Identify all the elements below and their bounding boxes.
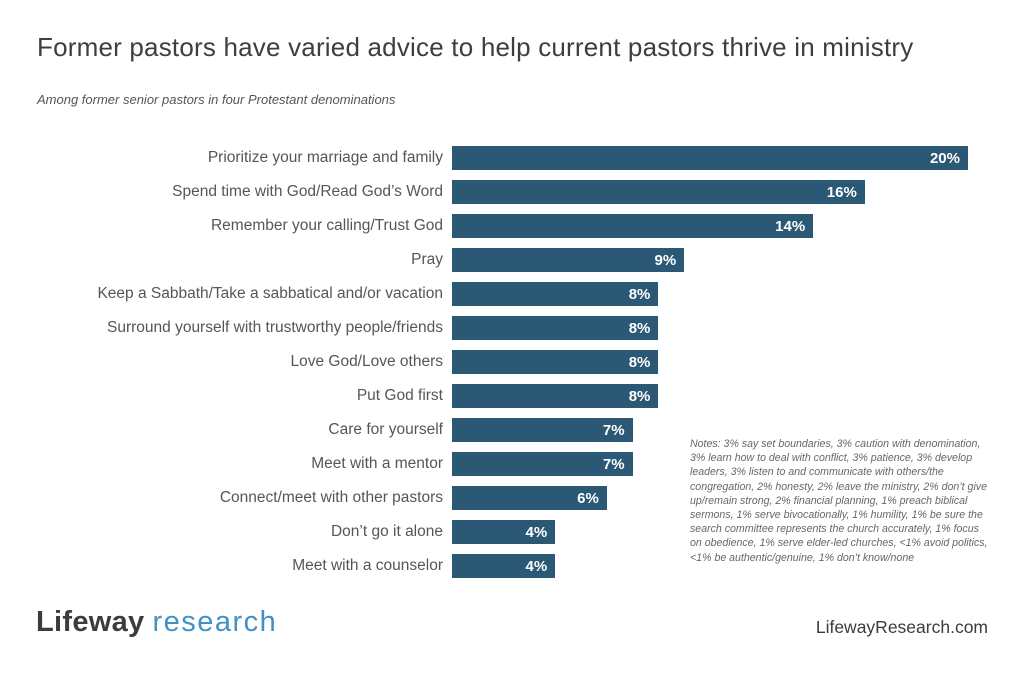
value-label: 6% [577,489,599,507]
value-label: 4% [525,557,548,575]
website-text: LifewayResearch.com [815,617,988,637]
bar: 4% [452,520,556,544]
value-label: 8% [628,387,651,405]
category-label: Connect/meet with other pastors [219,489,443,506]
value-label: 14% [775,217,806,235]
chart-row: Connect/meet with other pastors 6% [37,481,968,515]
bar: 4% [452,554,556,578]
bar: 8% [452,316,659,340]
value-label: 7% [602,421,625,439]
chart-row: Care for yourself 7% [37,413,968,447]
category-label: Spend time with God/Read God’s Word [172,183,443,200]
chart-row: Spend time with God/Read God’s Word 16% [37,175,968,209]
bar: 20% [452,146,968,170]
bar: 9% [452,248,685,272]
logo-research-text: research [152,606,278,638]
lifeway-research-logo: Lifeway research [36,605,277,639]
value-label: 7% [602,455,625,473]
chart-row: Love God/Love others 8% [37,345,968,379]
bar: 7% [452,418,633,442]
bar: 14% [452,214,814,238]
chart-row: Meet with a mentor 7% [37,447,968,481]
value-label: 8% [628,353,651,371]
bar: 8% [452,350,659,374]
category-label: Meet with a counselor [292,557,443,574]
category-label: Meet with a mentor [311,455,443,472]
value-label: 8% [628,285,651,303]
logo-lifeway-text: Lifeway [36,606,145,638]
bar: 16% [452,180,865,204]
category-label: Love God/Love others [290,353,443,370]
category-label: Don’t go it alone [330,523,443,540]
bar: 7% [452,452,633,476]
category-label: Pray [411,251,443,268]
category-label: Care for yourself [328,421,443,438]
chart-row: Pray 9% [37,243,968,277]
page-subtitle: Among former senior pastors in four Prot… [37,92,396,107]
chart-row: Meet with a counselor 4% [37,549,968,583]
value-label: 20% [929,149,960,167]
chart-row: Put God first 8% [37,379,968,413]
category-label: Put God first [356,387,443,404]
chart-row: Prioritize your marriage and family 20% [37,141,968,175]
bar-chart: Prioritize your marriage and family 20% Sp… [37,141,968,583]
bar: 8% [452,384,659,408]
value-label: 4% [525,523,548,541]
page-title: Former pastors have varied advice to hel… [37,32,914,62]
category-label: Keep a Sabbath/Take a sabbatical and/or … [97,285,443,302]
category-label: Prioritize your marriage and family [207,149,443,166]
category-label: Surround yourself with trustworthy peopl… [107,319,443,336]
chart-row: Remember your calling/Trust God 14% [37,209,968,243]
bar: 6% [452,486,607,510]
category-label: Remember your calling/Trust God [210,217,443,234]
value-label: 9% [654,251,677,269]
notes-text: Notes: 3% say set boundaries, 3% caution… [690,438,988,564]
value-label: 8% [628,319,651,337]
chart-row: Don’t go it alone 4% [37,515,968,549]
value-label: 16% [826,183,857,201]
bar: 8% [452,282,659,306]
chart-row: Surround yourself with trustworthy peopl… [37,311,968,345]
chart-row: Keep a Sabbath/Take a sabbatical and/or … [37,277,968,311]
